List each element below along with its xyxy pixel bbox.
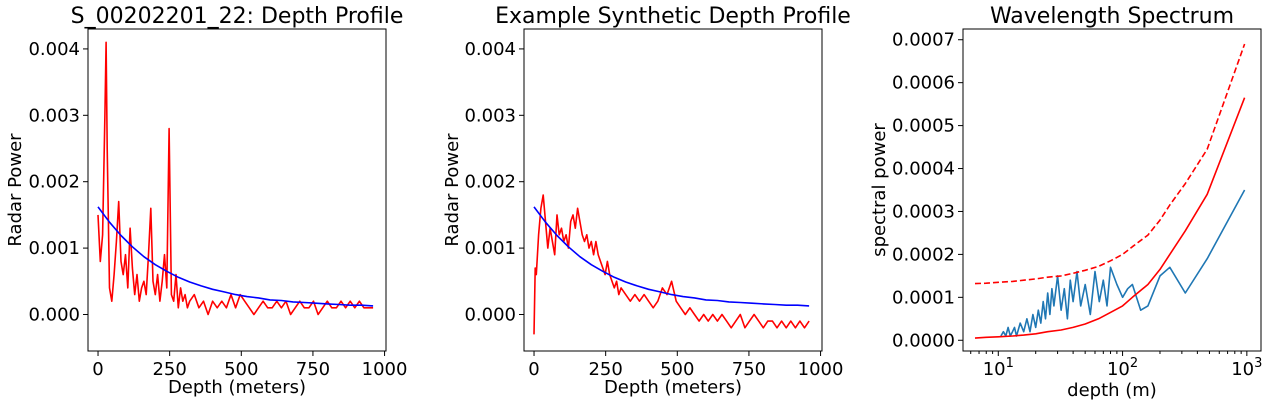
ytick-label: 0.0003 [892,201,955,222]
spectrum-marks: 0.0000 0.0001 0.0002 0.0003 0.0004 0.0005 0.00… [892,30,1262,380]
xtick-label: 750 [732,359,766,380]
wavelength-spectrum-panel: Wavelength Spectrum depth (m) spectral p… [869,4,1262,401]
ytick-label: 0.002 [464,172,516,193]
xtick-label: 1000 [798,359,844,380]
xtick-label: 250 [152,359,186,380]
xtick-label: 102 [1107,356,1138,380]
xtick-label: 500 [224,359,258,380]
xtick-label: 750 [296,359,330,380]
ytick-label: 0.0007 [892,30,955,51]
ytick-label: 0.0005 [892,116,955,137]
xtick-label: 500 [660,359,694,380]
ytick-label: 0.000 [28,304,80,325]
xtick-label: 250 [588,359,622,380]
series-line-1 [533,206,810,307]
ytick-label: 0.0004 [892,159,955,180]
synthetic-profile-ylabel: Radar Power [442,133,463,247]
xtick-label: 1000 [362,359,408,380]
series-line-1 [97,206,374,307]
synthetic-profile-marks: 0.000 0.001 0.002 0.003 0.004 0 250 500 750 1000 [464,39,843,380]
xtick-label: 103 [1231,356,1262,380]
ytick-label: 0.000 [464,304,516,325]
ytick-label: 0.0002 [892,244,955,265]
ytick-label: 0.001 [28,238,80,259]
ytick-label: 0.004 [28,39,80,60]
synthetic-profile-title: Example Synthetic Depth Profile [495,4,851,29]
synthetic-profile-axes-frame [523,28,823,352]
series-line-0 [533,194,810,335]
spectrum-xlabel: depth (m) [1067,380,1157,401]
depth-profile-panel: S_00202201_22: Depth Profile Depth (mete… [5,4,407,398]
depth-profile-axes-frame [87,28,387,352]
synthetic-profile-panel: Example Synthetic Depth Profile Depth (m… [442,4,851,398]
ytick-label: 0.003 [464,105,516,126]
series-line-0 [97,41,374,316]
synthetic-profile-xlabel: Depth (meters) [604,377,742,398]
xtick-label: 0 [92,359,103,380]
spectrum-title: Wavelength Spectrum [990,4,1234,29]
depth-profile-ylabel: Radar Power [5,133,26,247]
ytick-label: 0.001 [464,238,516,259]
ytick-label: 0.0000 [892,330,955,351]
series-line-1 [974,97,1246,339]
ytick-label: 0.003 [28,105,80,126]
ytick-label: 0.004 [464,39,516,60]
xtick-label: 101 [983,356,1014,380]
xtick-label: 0 [528,359,539,380]
spectrum-axes-frame [962,28,1262,352]
ytick-label: 0.0006 [892,73,955,94]
series-line-2 [974,43,1246,285]
ytick-label: 0.0001 [892,287,955,308]
ytick-label: 0.002 [28,172,80,193]
depth-profile-title: S_00202201_22: Depth Profile [71,4,404,29]
depth-profile-xlabel: Depth (meters) [168,377,306,398]
series-line-0 [1000,189,1246,337]
spectrum-ylabel: spectral power [869,123,890,257]
depth-profile-marks: 0.000 0.001 0.002 0.003 0.004 0 250 500 750 1000 [28,39,407,380]
